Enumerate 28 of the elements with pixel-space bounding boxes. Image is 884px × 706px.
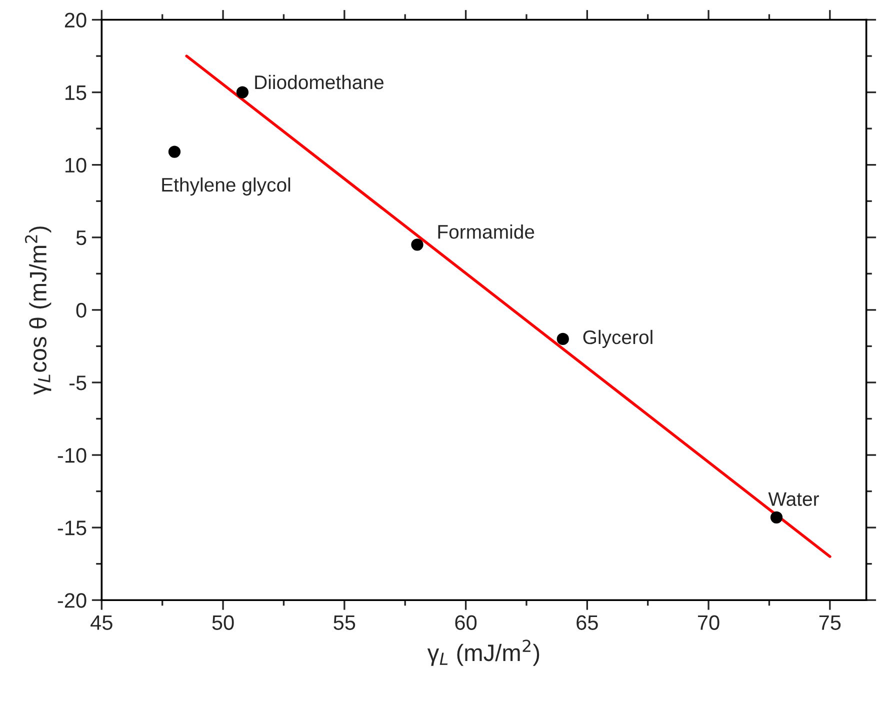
point	[411, 238, 424, 251]
annotation: Glycerol	[583, 330, 652, 348]
y-axis-title: γ$_{L}$cos θ (mJ/m$^{2}$)	[24, 226, 52, 395]
annotation: Ethylene glycol	[162, 177, 290, 196]
point	[770, 511, 783, 524]
annotation: Diiodomethane	[255, 74, 384, 90]
x-axis-title: γ$_{L}$ (mJ/m$^{2}$)	[427, 640, 540, 666]
y-tick-label: -10	[58, 448, 86, 463]
y-tick-label: 0	[76, 302, 86, 318]
x-tick-label: 50	[212, 615, 234, 630]
x-tick-label: 65	[576, 615, 598, 630]
y-tick-label: -15	[58, 520, 86, 536]
y-tick-label: -5	[69, 376, 86, 390]
y-tick-label: 15	[65, 86, 86, 100]
x-tick-label: 75	[819, 615, 841, 630]
x-tick-label: 70	[698, 615, 720, 630]
y-tick-label: 10	[65, 158, 86, 173]
x-tick-label: 60	[455, 615, 477, 630]
point	[236, 86, 249, 98]
annotation: Formamide	[438, 224, 534, 239]
point	[168, 146, 181, 158]
y-tick-label: 20	[64, 12, 86, 28]
y-tick-label: 5	[76, 230, 86, 246]
y-tick-label: -20	[58, 593, 86, 608]
x-tick-label: 55	[334, 615, 356, 630]
annotation: Water	[768, 492, 819, 506]
point	[556, 332, 569, 346]
x-tick-label: 45	[90, 615, 112, 630]
